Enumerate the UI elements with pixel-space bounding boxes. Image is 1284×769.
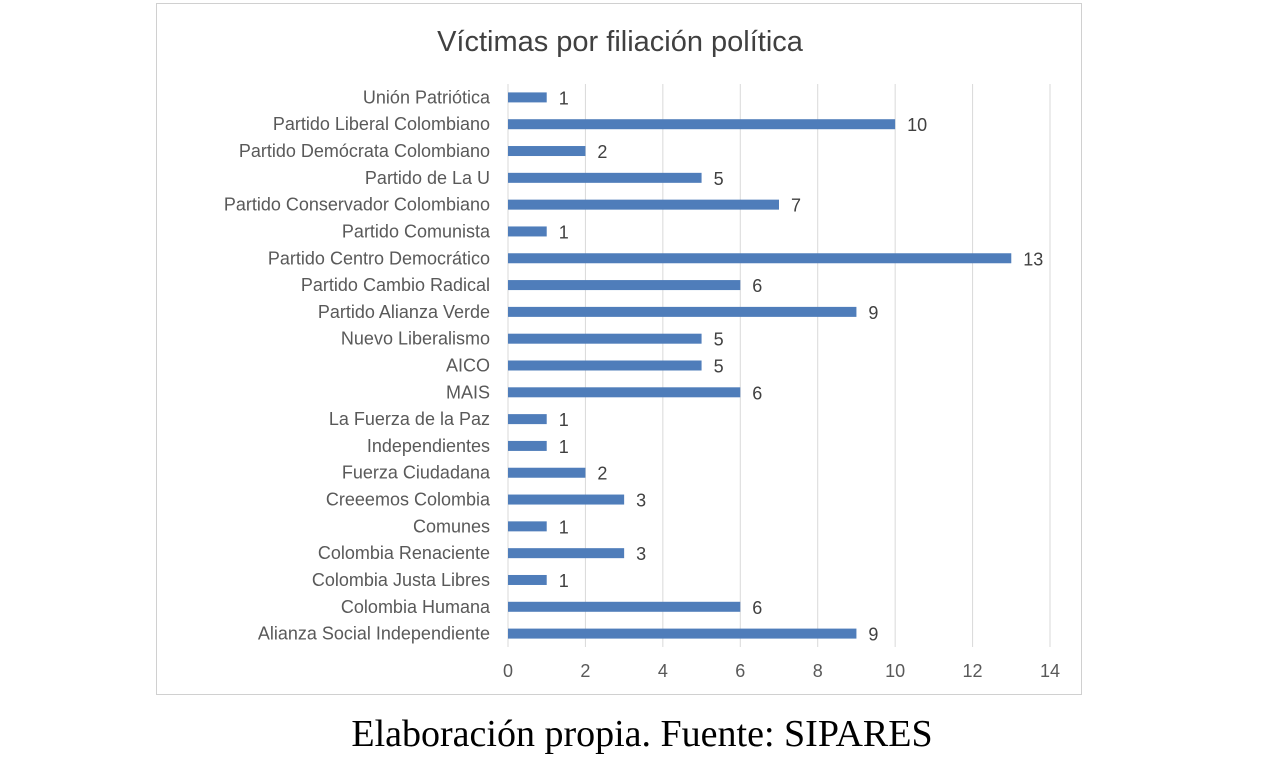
data-label: 1 bbox=[559, 222, 569, 242]
data-label: 13 bbox=[1023, 249, 1043, 269]
data-label: 1 bbox=[559, 517, 569, 537]
category-label: MAIS bbox=[446, 382, 490, 402]
x-tick-label: 0 bbox=[503, 661, 513, 681]
bar bbox=[508, 601, 741, 612]
bar bbox=[508, 440, 547, 451]
bar bbox=[508, 387, 741, 398]
category-label: Partido de La U bbox=[365, 168, 490, 188]
bar bbox=[508, 467, 586, 478]
bar bbox=[508, 253, 1012, 264]
category-labels: Unión Patriótica Partido Liberal Colombia… bbox=[224, 87, 491, 643]
bar bbox=[508, 521, 547, 532]
category-label: Partido Cambio Radical bbox=[301, 275, 490, 295]
data-label: 7 bbox=[791, 196, 801, 216]
x-tick-label: 12 bbox=[963, 661, 983, 681]
category-label: Unión Patriótica bbox=[363, 87, 491, 107]
x-tick-label: 4 bbox=[658, 661, 668, 681]
category-label: Independientes bbox=[367, 436, 490, 456]
category-label: Creeemos Colombia bbox=[326, 490, 491, 510]
category-label: Partido Comunista bbox=[342, 221, 491, 241]
category-label: Colombia Renaciente bbox=[318, 543, 490, 563]
bar bbox=[508, 360, 702, 371]
data-label: 10 bbox=[907, 115, 927, 135]
data-label: 6 bbox=[752, 598, 762, 618]
chart-frame: Víctimas por filiación política Unión Pa… bbox=[156, 3, 1082, 695]
data-label: 1 bbox=[559, 437, 569, 457]
category-label: Partido Alianza Verde bbox=[318, 302, 490, 322]
data-label: 2 bbox=[597, 142, 607, 162]
bar bbox=[508, 92, 547, 103]
bar bbox=[508, 628, 857, 639]
x-tick-label: 2 bbox=[580, 661, 590, 681]
bar bbox=[508, 119, 896, 130]
x-axis-ticks: 0 2 4 6 8 10 12 14 bbox=[503, 661, 1060, 681]
data-label: 9 bbox=[868, 303, 878, 323]
bar bbox=[508, 146, 586, 157]
data-label: 1 bbox=[559, 571, 569, 591]
category-label: Alianza Social Independiente bbox=[258, 624, 490, 644]
x-tick-label: 8 bbox=[813, 661, 823, 681]
data-label: 1 bbox=[559, 410, 569, 430]
bar-chart: Víctimas por filiación política Unión Pa… bbox=[224, 26, 1060, 681]
category-label: Comunes bbox=[413, 516, 490, 536]
bar bbox=[508, 172, 702, 183]
bar bbox=[508, 226, 547, 237]
data-label: 6 bbox=[752, 383, 762, 403]
x-tick-label: 6 bbox=[735, 661, 745, 681]
category-label: La Fuerza de la Paz bbox=[329, 409, 490, 429]
category-label: Fuerza Ciudadana bbox=[342, 463, 491, 483]
x-tick-label: 14 bbox=[1040, 661, 1060, 681]
bar bbox=[508, 414, 547, 425]
category-label: Colombia Justa Libres bbox=[312, 570, 490, 590]
bar bbox=[508, 333, 702, 344]
data-label: 3 bbox=[636, 491, 646, 511]
bars bbox=[508, 92, 1012, 639]
data-label: 5 bbox=[714, 330, 724, 350]
data-label: 6 bbox=[752, 276, 762, 296]
category-label: Nuevo Liberalismo bbox=[341, 329, 490, 349]
data-label: 5 bbox=[714, 357, 724, 377]
data-label: 1 bbox=[559, 88, 569, 108]
bar bbox=[508, 494, 625, 505]
category-label: Colombia Humana bbox=[341, 597, 491, 617]
category-label: Partido Liberal Colombiano bbox=[273, 114, 490, 134]
category-label: Partido Demócrata Colombiano bbox=[239, 141, 490, 161]
x-tick-label: 10 bbox=[885, 661, 905, 681]
bar bbox=[508, 306, 857, 317]
category-label: Partido Centro Democrático bbox=[268, 248, 490, 268]
category-label: Partido Conservador Colombiano bbox=[224, 195, 490, 215]
data-label: 2 bbox=[597, 464, 607, 484]
chart-title: Víctimas por filiación política bbox=[437, 26, 804, 58]
bar bbox=[508, 574, 547, 585]
bar bbox=[508, 548, 625, 559]
bar bbox=[508, 199, 779, 210]
figure-caption: Elaboración propia. Fuente: SIPARES bbox=[351, 713, 933, 755]
category-label: AICO bbox=[446, 356, 490, 376]
data-label: 3 bbox=[636, 544, 646, 564]
bar bbox=[508, 280, 741, 291]
data-label: 9 bbox=[868, 625, 878, 645]
data-label: 5 bbox=[714, 169, 724, 189]
